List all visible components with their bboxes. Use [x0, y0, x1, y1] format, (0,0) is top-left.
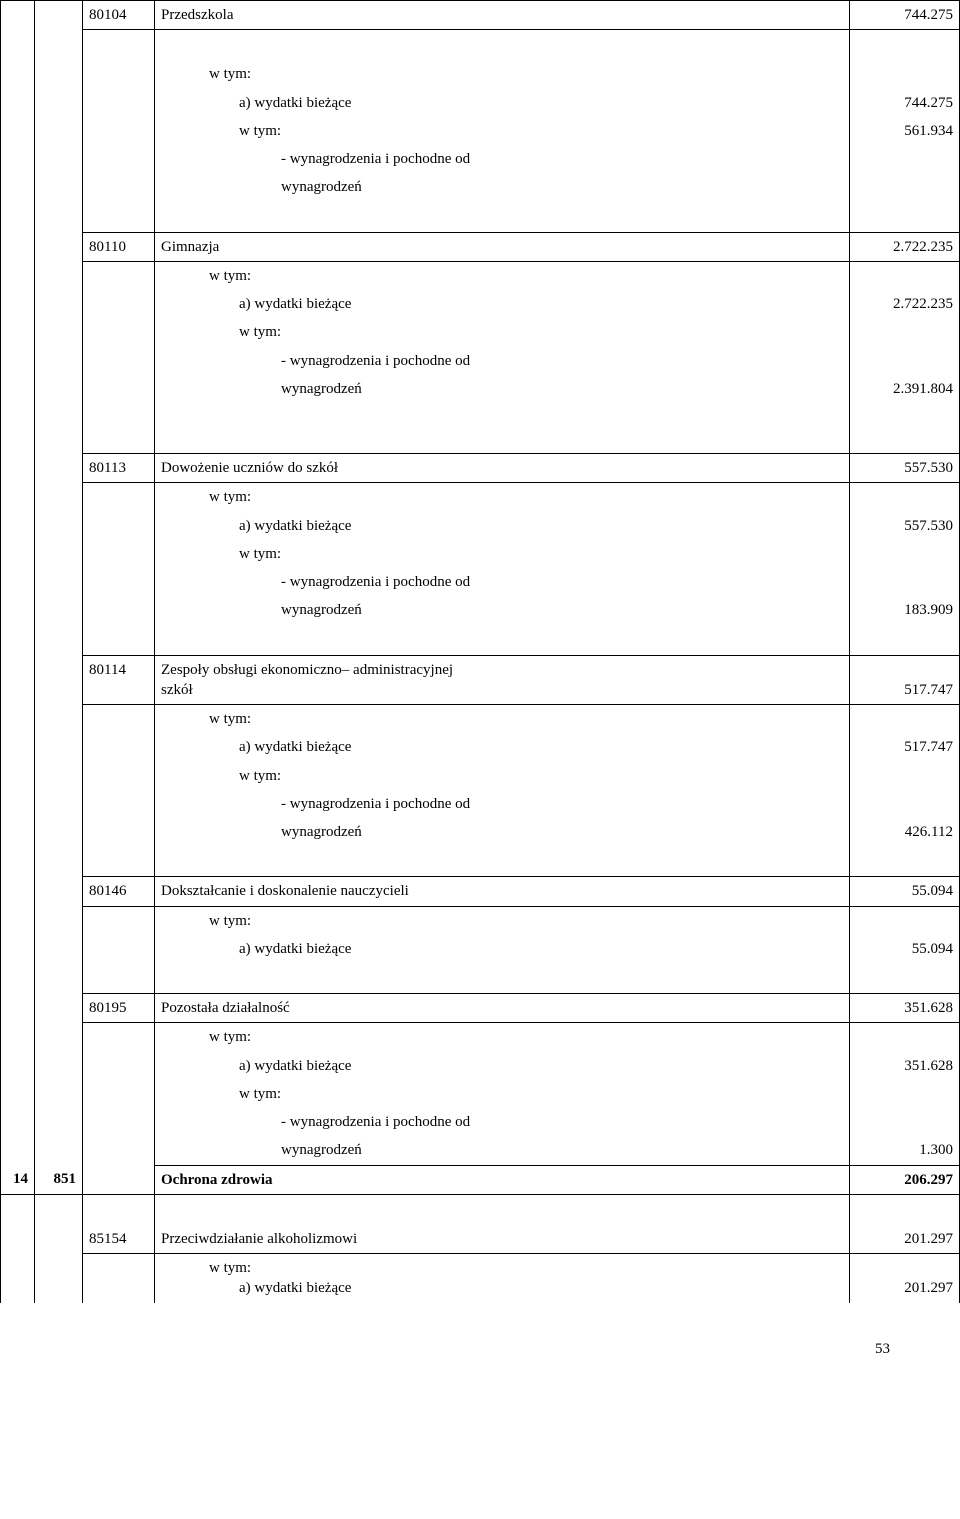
detail-label: - wynagrodzenia i pochodne od — [161, 1112, 843, 1132]
detail-label: w tym: — [161, 266, 843, 286]
detail-value — [850, 568, 960, 596]
detail-label: wynagrodzeń — [161, 1140, 843, 1160]
row-value: 517.747 — [850, 655, 960, 705]
sub-line: a) wydatki bieżące — [161, 1278, 843, 1298]
row-title: Dokształcanie i doskonalenie nauczycieli — [155, 877, 850, 906]
detail-label: wynagrodzeń — [161, 600, 843, 620]
detail-value — [850, 906, 960, 935]
detail-value — [850, 173, 960, 201]
detail-label: - wynagrodzenia i pochodne od — [161, 351, 843, 371]
row-code: 80110 — [83, 232, 155, 261]
row-value: 351.628 — [850, 994, 960, 1023]
detail-label: w tym: — [161, 322, 843, 342]
detail-value — [850, 261, 960, 290]
detail-label: a) wydatki bieżące — [161, 294, 843, 314]
detail-value: 183.909 — [850, 596, 960, 624]
row-value: 55.094 — [850, 877, 960, 906]
detail-label: w tym: — [161, 1027, 843, 1047]
detail-value — [850, 790, 960, 818]
detail-value: 561.934 — [850, 117, 960, 145]
detail-value — [850, 705, 960, 734]
sub-value: 201.297 — [850, 1225, 960, 1254]
row-title: Gimnazja — [155, 232, 850, 261]
row-title: Dowożenie uczniów do szkół — [155, 454, 850, 483]
sub-wtym: w tym: — [161, 1258, 843, 1278]
detail-value: 2.391.804 — [850, 375, 960, 403]
detail-label: w tym: — [161, 1084, 843, 1104]
detail-label: w tym: — [161, 121, 843, 141]
row-title: Pozostała działalność — [155, 994, 850, 1023]
row-value: 557.530 — [850, 454, 960, 483]
detail-value: 1.300 — [850, 1136, 960, 1165]
detail-value — [850, 60, 960, 88]
detail-value — [850, 1023, 960, 1052]
detail-value: 426.112 — [850, 818, 960, 846]
detail-label: wynagrodzeń — [161, 822, 843, 842]
detail-value — [850, 1080, 960, 1108]
section-value: 206.297 — [850, 1165, 960, 1194]
detail-label: a) wydatki bieżące — [161, 93, 843, 113]
detail-value: 517.747 — [850, 733, 960, 761]
detail-value: 55.094 — [850, 935, 960, 963]
detail-label: a) wydatki bieżące — [161, 516, 843, 536]
row-title: Zespoły obsługi ekonomiczno– administrac… — [155, 655, 850, 705]
detail-value — [850, 540, 960, 568]
detail-value: 2.722.235 — [850, 290, 960, 318]
detail-value: 351.628 — [850, 1052, 960, 1080]
detail-label: w tym: — [161, 709, 843, 729]
sub-title: Przeciwdziałanie alkoholizmowi — [155, 1225, 850, 1254]
detail-label: w tym: — [161, 64, 843, 84]
budget-table: 80104Przedszkola744.275w tym:a) wydatki … — [0, 0, 960, 1303]
detail-label: wynagrodzeń — [161, 379, 843, 399]
detail-value: 744.275 — [850, 89, 960, 117]
row-value: 744.275 — [850, 1, 960, 30]
detail-label: - wynagrodzenia i pochodne od — [161, 149, 843, 169]
row-title: Przedszkola — [155, 1, 850, 30]
row-code: 80195 — [83, 994, 155, 1023]
detail-label: a) wydatki bieżące — [161, 939, 843, 959]
row-code: 80113 — [83, 454, 155, 483]
detail-value — [850, 1108, 960, 1136]
sub-code: 85154 — [83, 1225, 155, 1254]
detail-value — [850, 762, 960, 790]
detail-value — [850, 483, 960, 512]
section-title: Ochrona zdrowia — [155, 1165, 850, 1194]
section-group: 851 — [35, 1165, 83, 1194]
detail-value — [850, 347, 960, 375]
row-value: 2.722.235 — [850, 232, 960, 261]
detail-label: - wynagrodzenia i pochodne od — [161, 572, 843, 592]
detail-value: 557.530 — [850, 512, 960, 540]
row-code: 80146 — [83, 877, 155, 906]
row-code: 80114 — [83, 655, 155, 705]
page-number: 53 — [0, 1303, 960, 1378]
detail-label: - wynagrodzenia i pochodne od — [161, 794, 843, 814]
detail-value — [850, 318, 960, 346]
section-num: 14 — [1, 1165, 35, 1194]
detail-label: wynagrodzeń — [161, 177, 843, 197]
detail-label: w tym: — [161, 911, 843, 931]
detail-label: a) wydatki bieżące — [161, 737, 843, 757]
sub-line-value: 201.297 — [850, 1254, 960, 1303]
detail-label: w tym: — [161, 487, 843, 507]
detail-label: w tym: — [161, 766, 843, 786]
detail-label: a) wydatki bieżące — [161, 1056, 843, 1076]
detail-label: w tym: — [161, 544, 843, 564]
detail-value — [850, 145, 960, 173]
row-code: 80104 — [83, 1, 155, 30]
